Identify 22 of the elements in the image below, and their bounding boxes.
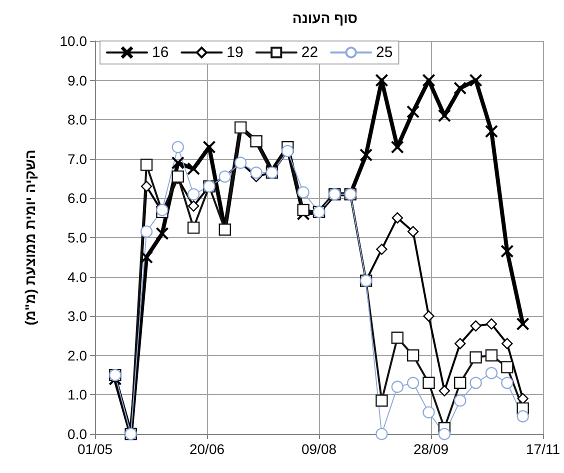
y-tick-label: 1.0 [68,386,88,403]
y-tick-label: 7.0 [68,150,88,167]
x-tick-label: 28/09 [413,441,449,457]
y-tick-label: 0.0 [68,426,88,442]
y-tick-label: 5.0 [68,230,88,246]
legend-label: 19 [226,44,244,61]
y-tick-label: 3.0 [68,308,88,324]
x-tick-label: 17/11 [526,441,560,457]
chart-title: סוף העונה [292,10,358,26]
legend-label: 25 [376,44,393,61]
y-tick-label: 10.0 [60,33,88,49]
legend-label: 22 [301,44,318,61]
x-tick-label: 09/08 [301,441,337,457]
y-tick-label: 2.0 [68,347,88,364]
x-tick-label: 01/05 [77,441,113,457]
x-tick-label: 20/06 [189,441,225,457]
legend-label: 16 [152,44,169,61]
y-tick-label: 9.0 [68,72,88,88]
y-tick-label: 6.0 [68,190,88,206]
y-axis-title: השקיה יומית ממוצעת (מ"מ) [22,150,38,326]
y-tick-label: 4.0 [68,268,88,285]
y-tick-label: 8.0 [68,112,88,128]
